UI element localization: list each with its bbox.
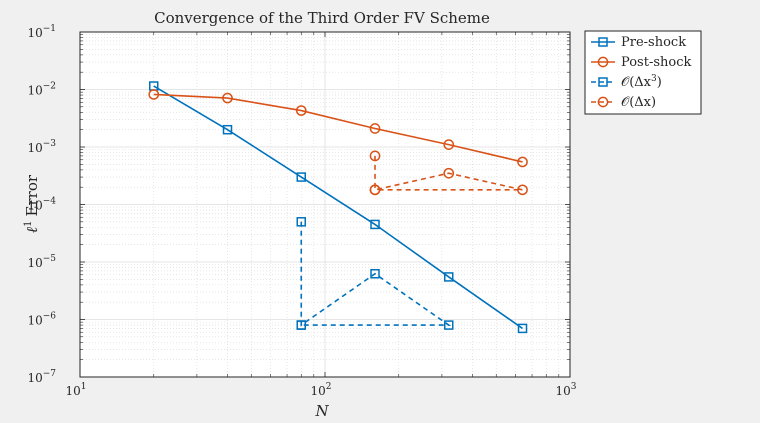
y-tick-label-base: 10 bbox=[27, 371, 42, 385]
series-2-point bbox=[296, 320, 307, 330]
series-3-point bbox=[369, 150, 381, 162]
legend-label-third-order-main: 𝒪(Δx bbox=[621, 75, 652, 90]
y-tick-label: 10−4 bbox=[27, 197, 56, 213]
legend-label-third-order: 𝒪(Δx3) bbox=[621, 74, 662, 90]
legend-label-post-shock: Post-shock bbox=[621, 55, 691, 70]
y-tick-label-base: 10 bbox=[27, 256, 42, 270]
legend-label-pre-shock: Pre-shock bbox=[621, 35, 686, 50]
y-axis-label-text: Error bbox=[23, 174, 41, 216]
series-1-line bbox=[153, 93, 523, 163]
series-0-point bbox=[517, 323, 528, 334]
x-tick-label-base: 10 bbox=[65, 384, 80, 398]
y-axis-label-sup: 1 bbox=[23, 220, 34, 226]
series-0-point bbox=[444, 272, 454, 282]
x-axis-label: N bbox=[314, 402, 329, 420]
series-0-point bbox=[296, 172, 307, 182]
y-tick-label: 10−7 bbox=[27, 369, 56, 385]
series-3 bbox=[369, 150, 528, 196]
major-grid bbox=[80, 32, 570, 377]
y-tick-label-exponent: −7 bbox=[43, 369, 57, 379]
y-tick-label-exponent: −6 bbox=[43, 312, 57, 322]
series-1-point bbox=[148, 89, 160, 100]
series-3-point bbox=[443, 167, 455, 179]
x-tick-label-base: 10 bbox=[555, 384, 570, 398]
series-layer bbox=[148, 81, 528, 334]
series-1-point bbox=[369, 123, 381, 134]
y-tick-label-base: 10 bbox=[27, 314, 42, 328]
series-0-line bbox=[153, 85, 523, 330]
series-2-point bbox=[296, 217, 307, 227]
y-tick-label: 10−2 bbox=[27, 82, 56, 98]
y-tick-label: 10−3 bbox=[27, 139, 56, 155]
x-tick-label-base: 10 bbox=[310, 384, 325, 398]
series-2-point bbox=[444, 320, 454, 330]
legend-label-first-order: 𝒪(Δx) bbox=[621, 95, 656, 110]
x-tick-label-exponent: 3 bbox=[571, 382, 577, 392]
y-axis-label-symbol: ℓ bbox=[23, 227, 41, 233]
legend-label-third-order-close: ) bbox=[657, 75, 662, 90]
chart-title: Convergence of the Third Order FV Scheme bbox=[154, 9, 490, 27]
y-tick-label: 10−5 bbox=[27, 254, 56, 270]
series-1-point bbox=[295, 105, 307, 116]
series-0-point bbox=[370, 219, 380, 230]
y-tick-label-base: 10 bbox=[27, 84, 42, 98]
y-tick-label: 10−1 bbox=[27, 24, 56, 40]
series-2-line bbox=[300, 221, 452, 327]
series-0-point bbox=[222, 124, 233, 135]
series-1-point bbox=[222, 92, 233, 104]
y-tick-label-exponent: −2 bbox=[43, 82, 56, 92]
series-3-point bbox=[369, 184, 381, 196]
x-tick-label: 103 bbox=[555, 382, 576, 398]
legend: Pre-shock Post-shock 𝒪(Δx3) 𝒪(Δx) bbox=[584, 30, 702, 115]
series-2 bbox=[296, 217, 454, 330]
y-tick-label-base: 10 bbox=[27, 141, 42, 155]
series-1 bbox=[148, 89, 528, 168]
legend-swatch-marker-1 bbox=[597, 56, 609, 68]
x-tick-label: 102 bbox=[310, 382, 331, 398]
legend-box bbox=[584, 30, 702, 115]
y-tick-label-exponent: −5 bbox=[43, 254, 57, 264]
svg-text:ℓ1Error: ℓ1 Error bbox=[23, 174, 41, 233]
x-tick-label-exponent: 2 bbox=[326, 382, 332, 392]
series-3-point bbox=[517, 184, 528, 196]
legend-items bbox=[591, 37, 615, 108]
legend-swatch-marker-2 bbox=[598, 77, 608, 87]
series-0 bbox=[149, 81, 528, 334]
y-tick-label-base: 10 bbox=[27, 26, 42, 40]
y-tick-label: 10−6 bbox=[27, 312, 56, 328]
y-tick-label-exponent: −1 bbox=[43, 24, 56, 34]
y-axis-label: ℓ1 Error bbox=[23, 174, 41, 233]
series-2-point bbox=[370, 268, 380, 279]
x-tick-label-exponent: 1 bbox=[81, 382, 87, 392]
legend-label-third-order-sup: 3 bbox=[651, 74, 657, 84]
y-tick-label-base: 10 bbox=[27, 199, 42, 213]
y-tick-label-exponent: −4 bbox=[43, 197, 57, 207]
legend-swatch-marker-0 bbox=[598, 37, 608, 47]
series-1-point bbox=[443, 139, 455, 150]
y-tick-label-exponent: −3 bbox=[43, 139, 57, 149]
x-tick-label: 101 bbox=[65, 382, 86, 398]
legend-swatch-marker-3 bbox=[597, 96, 609, 108]
series-1-point bbox=[517, 156, 528, 168]
series-3-line bbox=[374, 155, 523, 191]
